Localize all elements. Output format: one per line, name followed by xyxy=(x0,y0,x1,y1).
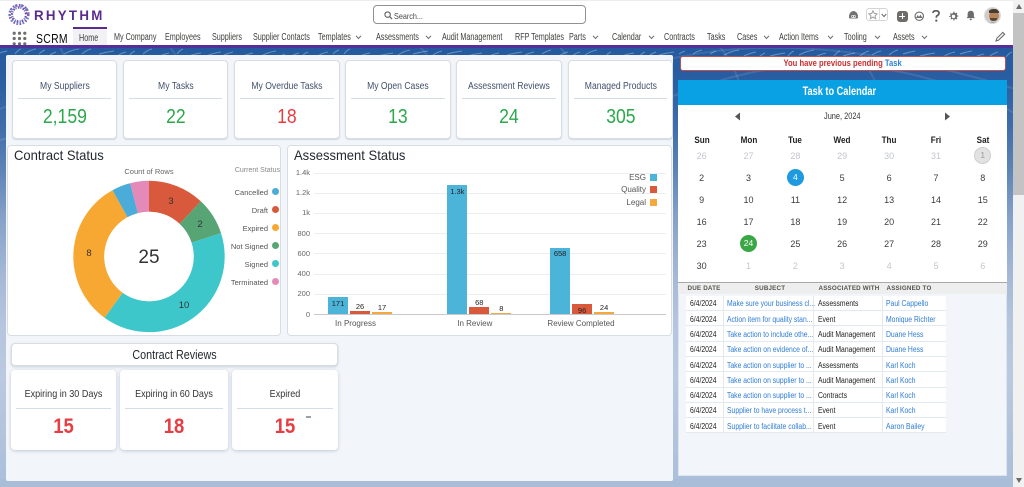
svg-text:3: 3 xyxy=(168,196,173,207)
svg-text:8: 8 xyxy=(86,248,91,259)
svg-text:2: 2 xyxy=(197,219,202,230)
svg-text:10: 10 xyxy=(179,300,190,311)
svg-text:25: 25 xyxy=(138,247,159,268)
